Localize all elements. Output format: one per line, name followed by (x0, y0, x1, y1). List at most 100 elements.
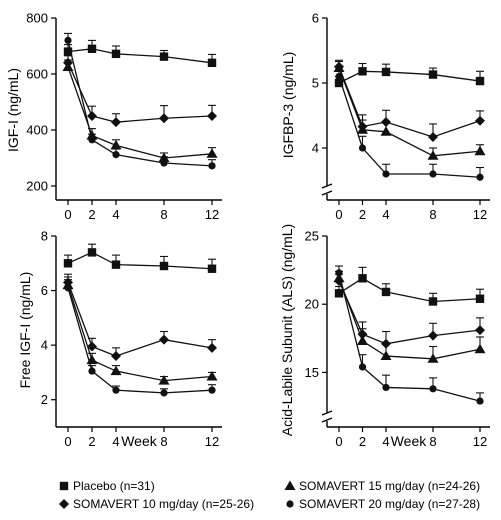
data-point-somavert-20 (429, 170, 437, 178)
y-axis-label: IGFBP-3 (ng/mL) (280, 52, 296, 159)
data-point-placebo (358, 274, 367, 283)
data-point-somavert-10 (428, 330, 438, 341)
series-somavert-10 (334, 273, 485, 349)
data-point-somavert-20 (382, 170, 390, 178)
x-tick-label: 2 (88, 434, 95, 449)
data-point-placebo (358, 67, 367, 76)
series-line-somavert-15 (67, 66, 213, 159)
x-tick-label: 12 (205, 434, 219, 449)
y-tick-label: 200 (26, 179, 48, 194)
data-point-somavert-20 (160, 159, 168, 167)
data-point-somavert-15 (206, 148, 218, 158)
x-tick-label: 4 (112, 434, 119, 449)
legend-item: SOMAVERT 10 mg/day (n=25-26) (59, 497, 254, 511)
data-point-somavert-15 (357, 124, 368, 134)
data-point-somavert-10 (207, 342, 217, 353)
x-tick-label: 12 (473, 434, 487, 449)
y-axis-label: Free IGF-I (ng/mL) (17, 272, 33, 389)
data-point-placebo (475, 76, 485, 86)
data-point-somavert-15 (62, 61, 74, 71)
data-point-placebo (63, 47, 73, 56)
legend: Placebo (n=31) SOMAVERT 15 mg/day (n=24-2… (59, 479, 480, 511)
data-point-placebo (381, 287, 391, 297)
data-point-somavert-20 (335, 72, 343, 81)
data-point-somavert-10 (111, 117, 121, 128)
data-point-placebo (159, 52, 169, 61)
x-tick-label: 2 (88, 207, 95, 222)
series-somavert-10 (63, 273, 217, 362)
x-tick-label: 0 (64, 207, 71, 222)
series-somavert-15 (333, 60, 486, 160)
data-point-placebo (428, 70, 438, 79)
series-line-somavert-10 (67, 62, 213, 123)
data-point-somavert-10 (428, 131, 438, 142)
y-tick-label: 15 (305, 365, 319, 380)
y-tick-label: 600 (26, 67, 48, 82)
data-point-somavert-10 (475, 325, 485, 336)
series-placebo (63, 39, 217, 67)
data-point-somavert-20 (208, 386, 216, 394)
y-tick-label: 5 (312, 76, 319, 91)
data-point-placebo (428, 297, 438, 306)
data-point-somavert-20 (358, 144, 367, 152)
data-point-somavert-20 (476, 173, 484, 181)
series-line-somavert-15 (338, 278, 481, 360)
y-tick-label: 400 (26, 123, 48, 138)
series-line-somavert-20 (67, 40, 213, 167)
data-point-somavert-10 (87, 341, 97, 352)
data-point-somavert-20 (335, 269, 343, 277)
data-point-somavert-20 (64, 36, 72, 45)
data-point-somavert-20 (112, 386, 120, 394)
data-point-somavert-20 (476, 397, 484, 405)
data-point-somavert-10 (87, 111, 97, 121)
legend-label: SOMAVERT 20 mg/day (n=27-28) (299, 497, 480, 511)
legend-marker-diamond (59, 499, 69, 509)
data-point-somavert-15 (380, 126, 392, 136)
x-tick-label: 4 (382, 207, 389, 222)
data-point-somavert-20 (429, 385, 437, 393)
data-point-somavert-15 (427, 150, 439, 160)
y-tick-label: 800 (26, 11, 48, 26)
y-tick-label: 2 (41, 392, 48, 407)
panel-als: 15 20 25 0 2 4 8 12 Acid-Labile Subunit (ALS) (n… (279, 224, 490, 449)
axis-break-mark (321, 183, 333, 189)
x-tick-label: 12 (473, 207, 487, 222)
series-somavert-20 (335, 69, 484, 181)
x-tick-label: 2 (359, 207, 366, 222)
legend-item: SOMAVERT 15 mg/day (n=24-26) (284, 479, 480, 493)
y-tick-label: 20 (305, 297, 319, 312)
y-tick-label: 4 (312, 141, 319, 156)
x-tick-label: 0 (335, 434, 342, 449)
data-point-somavert-15 (474, 343, 486, 354)
axis-break-mark (321, 190, 333, 196)
y-axis-label: Acid-Labile Subunit (ALS) (ng/mL) (279, 224, 295, 436)
data-point-placebo (159, 261, 169, 271)
series-placebo (334, 62, 485, 88)
series-somavert-20 (335, 265, 484, 405)
data-point-somavert-20 (88, 136, 96, 144)
x-axis-label: Week (391, 433, 428, 449)
data-point-placebo (87, 44, 97, 53)
x-tick-label: 8 (429, 434, 436, 449)
x-tick-label: 0 (64, 434, 71, 449)
y-axis-label: IGF-I (ng/mL) (5, 68, 21, 152)
data-point-placebo (381, 67, 391, 77)
x-tick-label: 8 (429, 207, 436, 222)
data-point-somavert-15 (357, 335, 368, 346)
data-point-placebo (111, 260, 121, 269)
data-point-somavert-20 (208, 162, 216, 170)
series-placebo (334, 266, 485, 306)
series-somavert-15 (333, 270, 486, 363)
data-point-somavert-20 (382, 383, 390, 392)
legend-marker-triangle (284, 480, 296, 490)
legend-item: SOMAVERT 20 mg/day (n=27-28) (286, 497, 480, 511)
y-tick-label: 25 (305, 229, 319, 244)
data-point-placebo (87, 248, 97, 257)
data-point-somavert-15 (110, 365, 122, 376)
x-axis-label: Week (121, 433, 158, 449)
data-point-somavert-20 (64, 284, 72, 292)
data-point-placebo (207, 58, 217, 67)
x-tick-label: 4 (112, 207, 119, 222)
axis-break-mark (321, 410, 333, 416)
